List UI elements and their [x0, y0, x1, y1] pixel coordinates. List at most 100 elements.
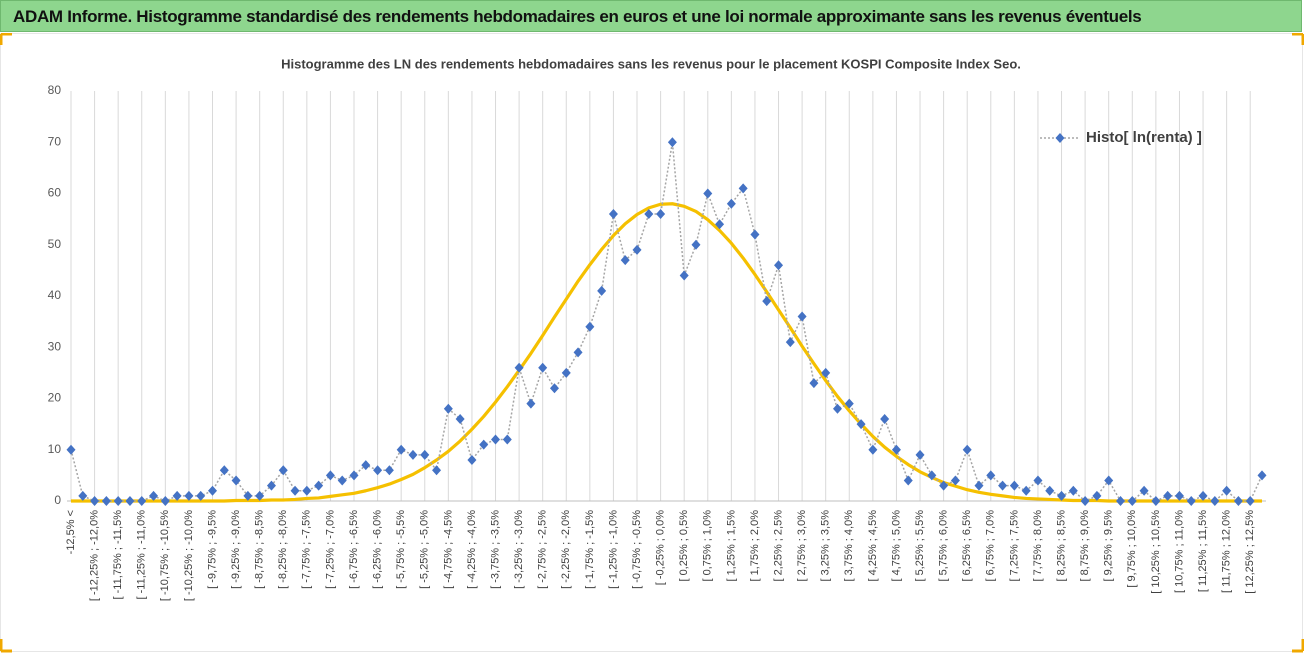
marker	[208, 485, 218, 496]
legend-label: Histo[ ln(renta) ]	[1086, 129, 1202, 146]
y-tick-label: 0	[54, 493, 61, 507]
x-tick-label: [ 5,25% ; 5,5%	[914, 510, 926, 582]
x-tick-label: -12,5% <	[65, 510, 77, 554]
marker	[691, 239, 701, 250]
marker	[1104, 475, 1114, 486]
marker	[632, 244, 642, 255]
marker	[715, 219, 725, 230]
x-tick-label: [ -6,75% ; -6,5%	[348, 510, 360, 589]
marker	[1174, 490, 1184, 501]
marker	[667, 137, 677, 148]
x-tick-label: [ -1,25% ; -1,0%	[607, 510, 619, 589]
marker	[1198, 490, 1208, 501]
marker	[927, 470, 937, 481]
x-tick-label: [ -8,75% ; -8,5%	[254, 510, 266, 589]
marker	[891, 444, 901, 455]
x-tick-label: [ -7,25% ; -7,0%	[324, 510, 336, 589]
x-tick-label: [ -8,25% ; -8,0%	[277, 510, 289, 589]
chart: Histogramme des LN des rendements hebdom…	[0, 33, 1304, 653]
x-tick-label: [ 6,25% ; 6,5%	[961, 510, 973, 582]
marker	[797, 311, 807, 322]
marker	[573, 347, 583, 358]
y-tick-label: 50	[48, 237, 62, 251]
marker	[325, 470, 335, 481]
marker	[125, 496, 135, 506]
x-tick-label: [ 2,25% ; 2,5%	[772, 510, 784, 582]
marker	[90, 496, 100, 506]
x-tick-label: [ 4,75% ; 5,0%	[890, 510, 902, 582]
x-tick-label: [ 3,75% ; 4,0%	[843, 510, 855, 582]
marker	[1151, 496, 1161, 506]
marker	[290, 485, 300, 496]
marker	[762, 296, 772, 307]
x-tick-label: [ -1,75% ; -1,5%	[584, 510, 596, 589]
marker	[974, 480, 984, 491]
y-tick-label: 80	[48, 83, 62, 97]
marker	[1068, 485, 1078, 496]
marker	[172, 490, 182, 501]
x-tick-label: [ 7,25% ; 7,5%	[1008, 510, 1020, 582]
marker	[608, 209, 618, 219]
marker	[726, 198, 736, 209]
x-tick-label: [ -0,75% ; -0,5%	[631, 510, 643, 589]
marker	[1245, 496, 1255, 506]
x-tick-label: [ 6,75% ; 7,0%	[985, 510, 997, 582]
x-tick-label: [ 8,25% ; 8,5%	[1055, 510, 1067, 582]
x-tick-label: [ 10,25% ; 10,5%	[1150, 510, 1162, 594]
marker	[408, 449, 418, 460]
marker	[950, 475, 960, 486]
marker	[502, 434, 512, 445]
marker	[314, 480, 324, 491]
marker	[78, 490, 88, 501]
x-tick-label: [ -10,25% ; -10,0%	[183, 510, 195, 601]
marker	[620, 255, 630, 266]
marker	[832, 403, 842, 414]
y-tick-label: 40	[48, 288, 62, 302]
marker	[844, 398, 854, 409]
marker	[998, 480, 1008, 491]
x-tick-label: [ 11,75% ; 12,0%	[1221, 510, 1233, 593]
marker	[679, 270, 689, 281]
marker	[455, 414, 465, 424]
marker	[219, 465, 229, 476]
series-line	[71, 202, 1262, 503]
marker	[750, 229, 760, 240]
marker	[384, 465, 394, 476]
x-tick-label: [ 12,25% ; 12,5%	[1244, 510, 1256, 594]
marker	[467, 455, 477, 465]
x-tick-label: [ -5,25% ; -5,0%	[419, 510, 431, 589]
marker	[880, 414, 890, 424]
marker	[361, 460, 371, 471]
x-tick-label: [ 2,75% ; 3,0%	[796, 510, 808, 582]
marker	[1222, 485, 1232, 496]
y-tick-label: 60	[48, 186, 62, 200]
marker	[597, 285, 607, 296]
marker	[1257, 470, 1267, 481]
marker	[373, 465, 383, 476]
marker	[255, 490, 265, 501]
x-tick-label: [ 10,75% ; 11,0%	[1173, 510, 1185, 593]
x-tick-label: [ 3,25% ; 3,5%	[820, 510, 832, 582]
x-tick-label: [ 0,25% ; 0,5%	[678, 510, 690, 582]
marker	[939, 480, 949, 491]
marker	[1057, 490, 1067, 501]
x-tick-label: [ 9,75% ; 10,0%	[1126, 510, 1138, 588]
marker	[278, 465, 288, 476]
marker	[1033, 475, 1043, 486]
marker	[561, 367, 571, 378]
x-tick-label: [ -12,25% ; -12,0%	[88, 510, 100, 601]
marker	[266, 480, 276, 491]
marker	[396, 444, 406, 455]
marker	[1127, 496, 1137, 506]
marker	[549, 383, 559, 394]
marker	[856, 419, 866, 430]
x-tick-label: [ 7,75% ; 8,0%	[1032, 510, 1044, 582]
x-tick-label: [ 5,75% ; 6,0%	[938, 510, 950, 582]
marker	[1163, 490, 1173, 501]
x-tick-label: [ -10,75% ; -10,5%	[159, 510, 171, 601]
x-tick-label: [ 8,75% ; 9,0%	[1079, 510, 1091, 582]
marker	[1233, 496, 1243, 506]
marker	[1092, 490, 1102, 501]
x-tick-label: [ 11,25% ; 11,5%	[1197, 510, 1209, 592]
